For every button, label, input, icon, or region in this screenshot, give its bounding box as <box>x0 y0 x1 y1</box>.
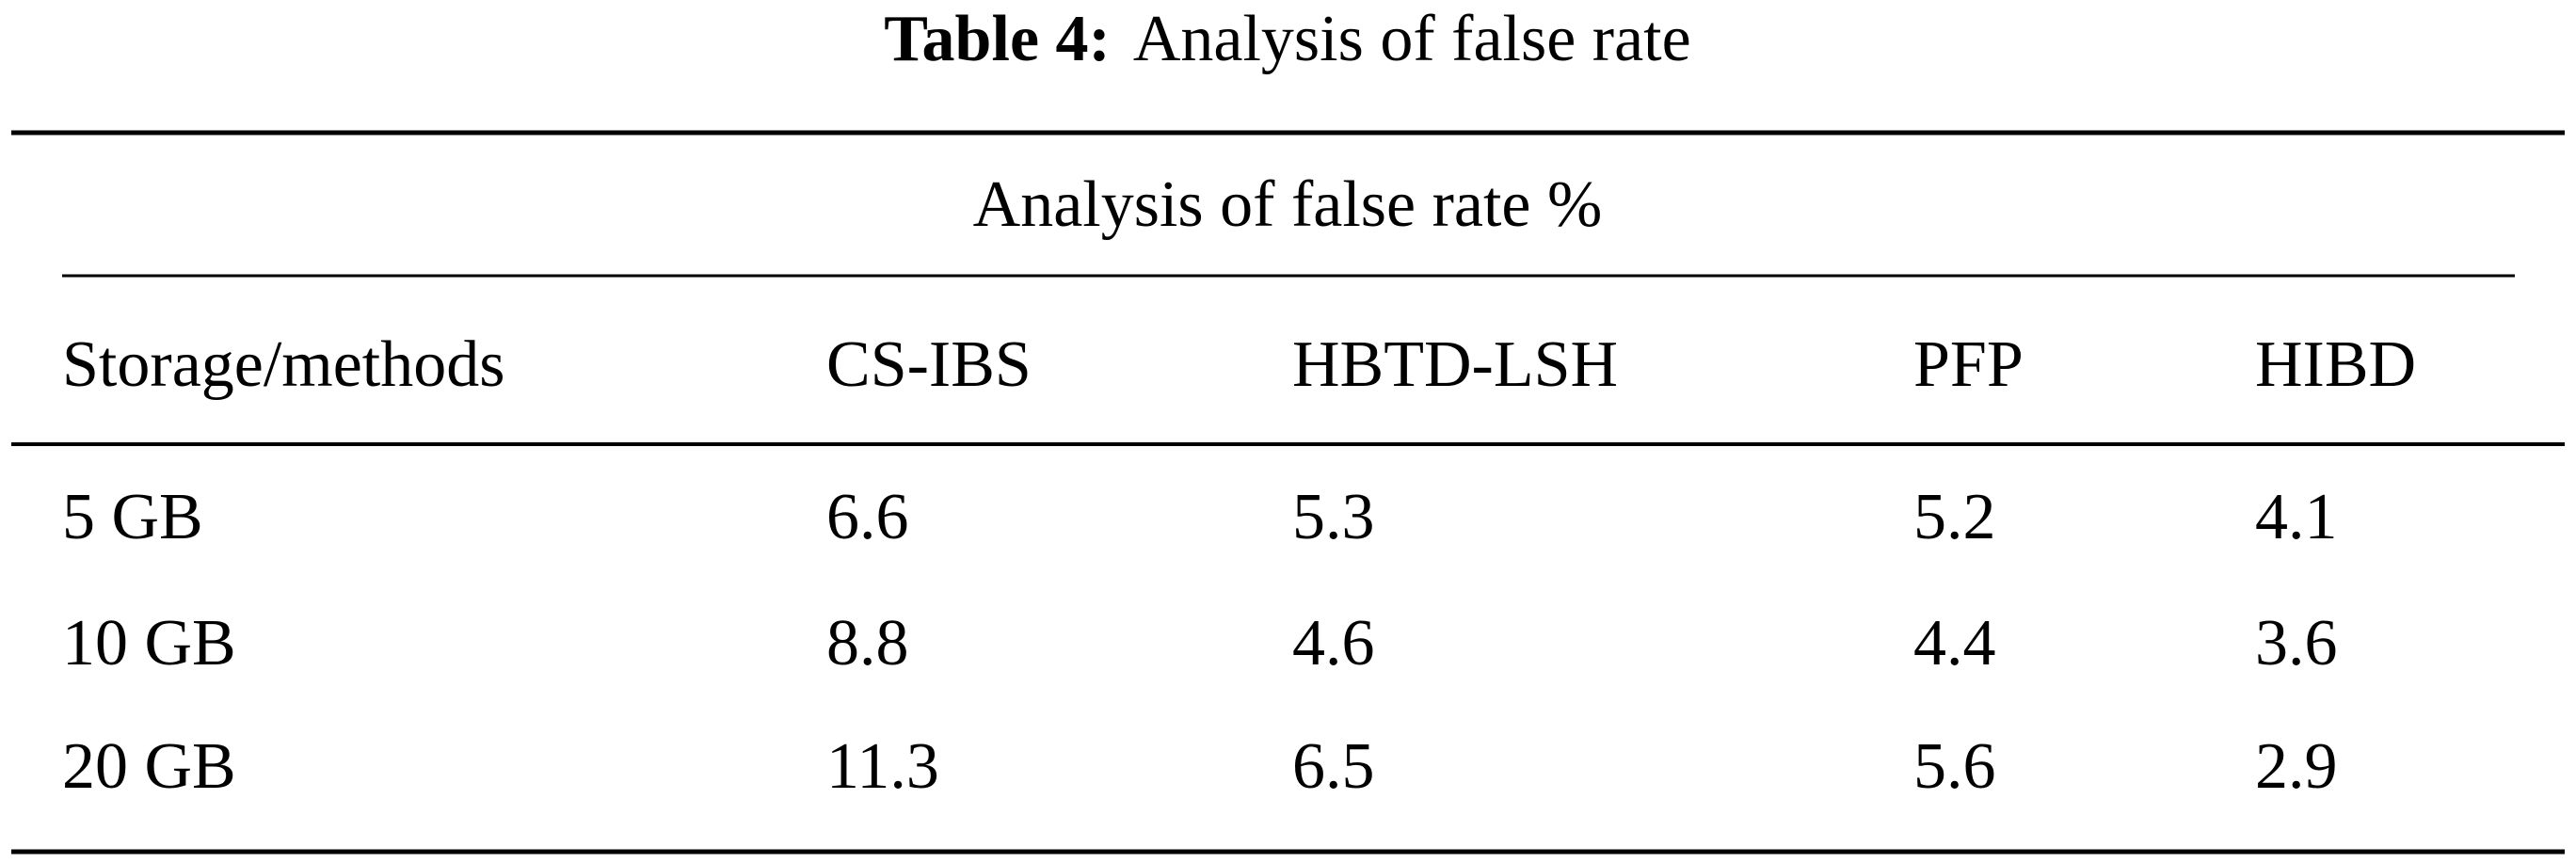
cell: 5.2 <box>1913 481 1996 553</box>
column-header: HBTD-LSH <box>1292 328 1618 401</box>
column-header: PFP <box>1913 328 2024 401</box>
cell: 4.6 <box>1292 607 1375 679</box>
row-label: 20 GB <box>62 730 236 803</box>
caption-text: Analysis of false rate <box>1133 3 1691 75</box>
cell: 2.9 <box>2255 730 2338 803</box>
column-header: HIBD <box>2255 328 2416 401</box>
cell: 5.3 <box>1292 481 1375 553</box>
cell: 4.4 <box>1913 607 1996 679</box>
caption: Table 4: Analysis of false rate <box>884 3 1690 75</box>
cell: 5.6 <box>1913 730 1996 803</box>
group-header: Analysis of false rate % <box>973 168 1603 241</box>
caption-label: Table 4: <box>884 3 1111 75</box>
cell: 3.6 <box>2255 607 2338 679</box>
cell: 6.5 <box>1292 730 1375 803</box>
row-label: 5 GB <box>62 481 203 553</box>
cell: 6.6 <box>826 481 909 553</box>
cell: 11.3 <box>826 730 939 803</box>
cell: 8.8 <box>826 607 909 679</box>
cell: 4.1 <box>2255 481 2338 553</box>
column-header: Storage/methods <box>62 328 504 401</box>
table-body: Storage/methods CS-IBS HBTD-LSH PFP HIBD 5 GB… <box>62 328 2416 803</box>
row-label: 10 GB <box>62 607 236 679</box>
column-header: CS-IBS <box>826 328 1032 401</box>
